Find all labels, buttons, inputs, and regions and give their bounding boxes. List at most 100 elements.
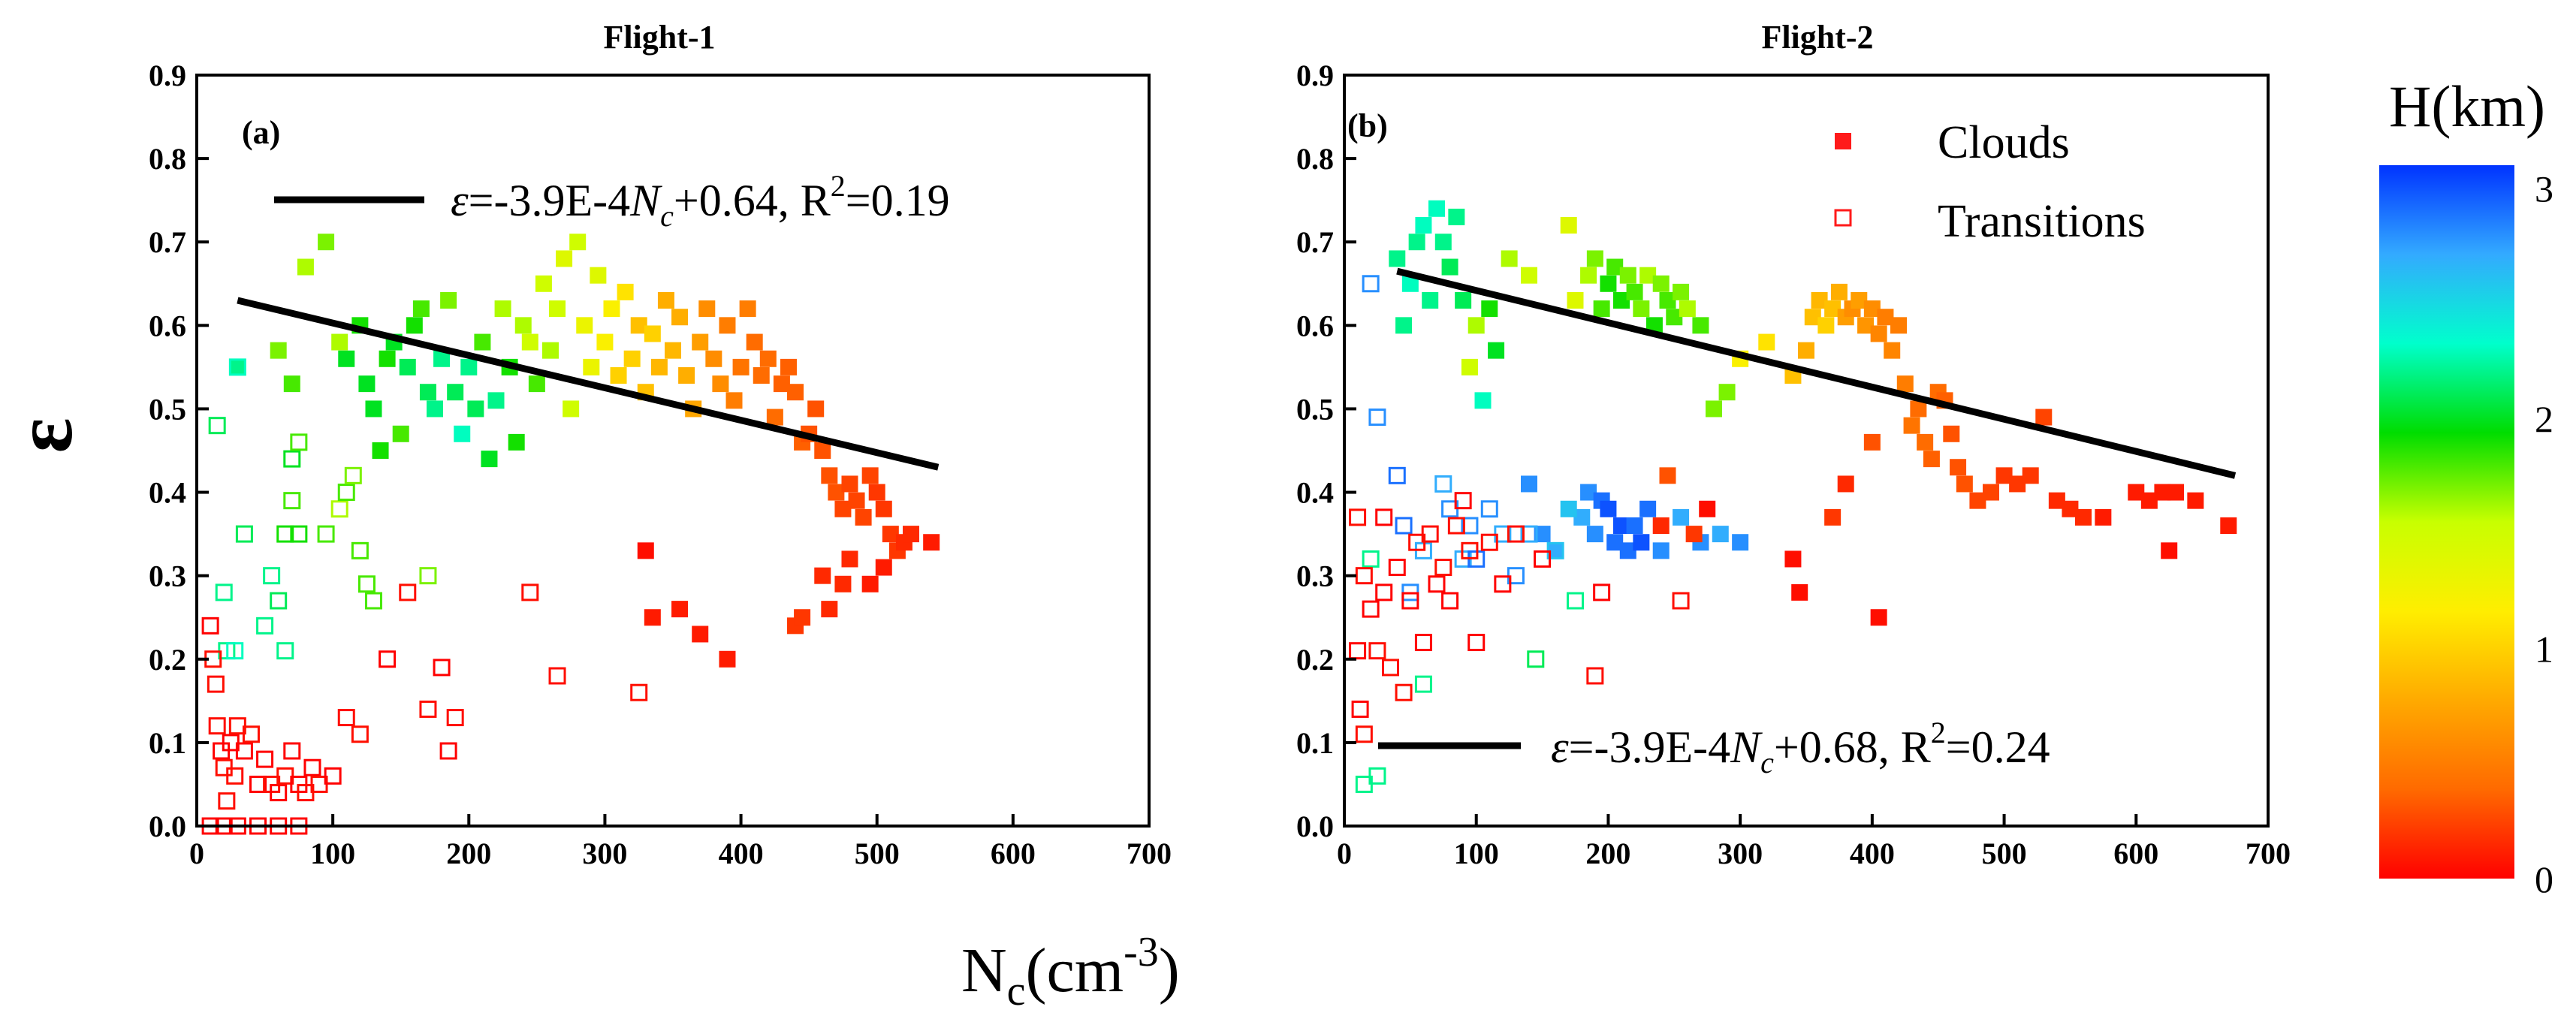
colorbar: H(km) 3 2 1 0 xyxy=(2379,74,2553,900)
data-point-cloud xyxy=(399,358,416,375)
data-point-transition xyxy=(1368,642,1386,660)
data-point-cloud xyxy=(1824,508,1842,526)
data-point-cloud xyxy=(365,400,382,418)
data-point-cloud xyxy=(1613,292,1630,309)
data-point-cloud xyxy=(494,300,511,318)
data-point-cloud xyxy=(358,375,376,393)
data-point-cloud xyxy=(576,317,593,334)
data-point-cloud xyxy=(841,475,858,493)
data-point-cloud xyxy=(773,375,790,393)
legend-transitions-marker xyxy=(1834,209,1852,227)
data-point-transition xyxy=(270,784,288,802)
data-point-cloud xyxy=(1586,526,1603,543)
data-point-cloud xyxy=(1580,267,1597,284)
data-point-cloud xyxy=(2095,508,2112,526)
panel-tag: (a) xyxy=(242,114,280,151)
data-point-cloud xyxy=(814,567,831,584)
data-point-cloud xyxy=(1817,317,1835,334)
data-point-cloud xyxy=(1560,217,1577,234)
data-point-cloud xyxy=(563,400,580,418)
data-point-cloud xyxy=(474,333,491,351)
data-point-cloud xyxy=(657,292,674,309)
data-point-cloud xyxy=(1428,200,1445,217)
data-point-cloud xyxy=(678,367,695,384)
data-point-cloud xyxy=(834,500,852,517)
data-point-cloud xyxy=(1830,283,1848,300)
data-point-transition xyxy=(1534,550,1552,568)
data-point-transition xyxy=(1467,634,1486,652)
data-point-transition xyxy=(1461,541,1479,559)
x-tick-label: 300 xyxy=(1718,837,1763,870)
data-point-transition xyxy=(351,725,369,743)
data-point-cloud xyxy=(1408,234,1425,251)
data-point-cloud xyxy=(1666,309,1683,326)
data-point-cloud xyxy=(861,575,879,592)
eq-sq: 2 xyxy=(831,169,846,203)
eq-n: N xyxy=(1730,722,1763,772)
data-point-transition xyxy=(1520,525,1538,543)
data-point-transition xyxy=(439,742,457,760)
data-point-cloud xyxy=(882,526,899,543)
data-point-transition xyxy=(1362,600,1380,618)
fit-line xyxy=(1396,267,2237,479)
data-point-cloud xyxy=(665,342,681,359)
panel-title: Flight-1 xyxy=(603,19,715,56)
y-tick-label: 0.6 xyxy=(1296,309,1334,342)
axis-ticks: 0 100 200 300 400 500 600 700 0.0 0.1 0.2 0.3 0.4 0.5… xyxy=(149,59,1172,870)
data-point-transition xyxy=(276,525,294,543)
data-point-cloud xyxy=(596,333,614,351)
data-point-cloud xyxy=(338,350,355,367)
data-point-cloud xyxy=(1521,267,1537,284)
data-point-transition xyxy=(1349,508,1367,526)
data-point-transition xyxy=(337,484,355,502)
data-point-cloud xyxy=(1983,484,1999,501)
data-point-transition xyxy=(1494,575,1512,593)
data-point-transition xyxy=(256,617,274,635)
data-point-cloud xyxy=(828,484,845,501)
data-point-cloud xyxy=(1784,550,1802,568)
data-point-cloud xyxy=(875,500,892,517)
data-point-cloud xyxy=(1699,500,1716,517)
data-point-transition xyxy=(1461,517,1479,535)
data-point-cloud xyxy=(610,367,627,384)
data-point-transition xyxy=(226,767,244,785)
y-tick-label: 0.8 xyxy=(149,142,186,176)
data-point-cloud xyxy=(1673,283,1690,300)
data-point-transition xyxy=(270,592,288,610)
data-point-transition xyxy=(256,750,274,768)
y-tick-label: 0.4 xyxy=(149,476,186,510)
data-point-cloud xyxy=(1956,475,1973,493)
data-point-cloud xyxy=(732,358,750,375)
data-point-cloud xyxy=(1943,425,1960,442)
data-point-cloud xyxy=(1395,317,1413,334)
data-point-cloud xyxy=(1718,384,1736,401)
data-point-cloud xyxy=(903,526,919,543)
data-point-cloud xyxy=(467,400,484,418)
colorbar-tick-label: 0 xyxy=(2535,858,2553,900)
data-point-transition xyxy=(1401,592,1419,610)
data-point-cloud xyxy=(1547,542,1564,559)
data-point-cloud xyxy=(780,358,797,375)
data-point-transition xyxy=(1382,659,1399,677)
data-point-cloud xyxy=(1501,250,1518,267)
data-point-cloud xyxy=(549,300,566,318)
data-point-cloud xyxy=(318,234,335,251)
fit-line xyxy=(237,297,940,471)
data-point-transition xyxy=(1434,559,1452,577)
data-point-cloud xyxy=(2022,467,2039,484)
data-point-cloud xyxy=(1633,300,1650,318)
data-point-transition xyxy=(433,659,451,677)
fit-equation: ε=-3.9E-4Nc+0.68, R2=0.24 xyxy=(1551,716,2050,779)
x-tick-label: 200 xyxy=(1585,837,1630,870)
data-point-cloud xyxy=(875,559,892,576)
eq-n: N xyxy=(629,176,662,225)
data-point-transition xyxy=(1672,592,1690,610)
data-point-cloud xyxy=(1600,275,1617,292)
eq-sq: 2 xyxy=(1931,716,1946,749)
data-point-cloud xyxy=(1580,484,1597,501)
data-point-cloud xyxy=(2035,409,2053,426)
points-layer xyxy=(201,234,940,835)
data-point-cloud xyxy=(1613,517,1630,534)
data-point-transition xyxy=(249,775,267,793)
